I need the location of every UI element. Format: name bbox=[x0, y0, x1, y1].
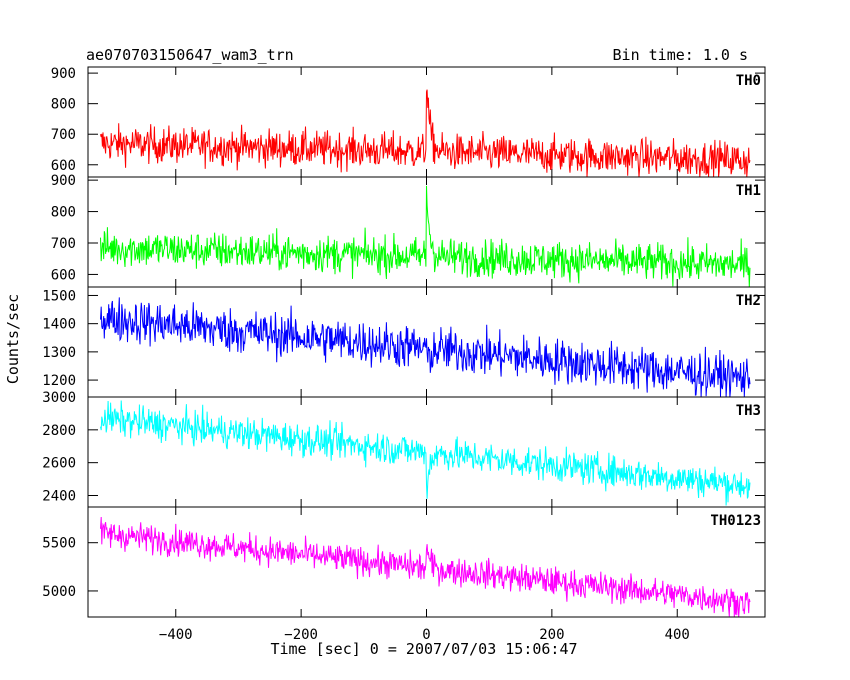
y-tick-label: 1200 bbox=[42, 373, 76, 389]
x-tick-label: 0 bbox=[422, 627, 430, 643]
y-tick-label: 700 bbox=[51, 236, 76, 252]
series-line-th3 bbox=[100, 400, 751, 506]
y-tick-label: 1400 bbox=[42, 317, 76, 333]
y-tick-label: 5000 bbox=[42, 584, 76, 600]
y-tick-label: 3000 bbox=[42, 390, 76, 406]
y-tick-label: 2800 bbox=[42, 423, 76, 439]
y-tick-label: 800 bbox=[51, 97, 76, 113]
panel-label-th1: TH1 bbox=[736, 183, 761, 199]
bin-time-label: Bin time: 1.0 s bbox=[613, 46, 748, 64]
y-tick-label: 800 bbox=[51, 205, 76, 221]
y-tick-label: 1300 bbox=[42, 345, 76, 361]
x-tick-label: 200 bbox=[539, 627, 564, 643]
y-tick-label: 900 bbox=[51, 66, 76, 82]
x-tick-label: 400 bbox=[665, 627, 690, 643]
panels-group: 600 700 800 900 TH0 600 700 800 900 TH1 1200 1300 14… bbox=[42, 66, 766, 643]
y-tick-label: 600 bbox=[51, 158, 76, 174]
series-line-th0123 bbox=[100, 516, 751, 618]
panel-label-th0: TH0 bbox=[736, 73, 761, 89]
series-line-th2 bbox=[100, 297, 751, 398]
x-tick-label: −200 bbox=[284, 627, 318, 643]
y-axis-label: Counts/sec bbox=[4, 294, 22, 384]
y-tick-label: 900 bbox=[51, 173, 76, 189]
chart-title: ae070703150647_wam3_trn bbox=[86, 46, 294, 64]
y-tick-label: 2600 bbox=[42, 456, 76, 472]
y-tick-label: 600 bbox=[51, 267, 76, 283]
y-tick-label: 2400 bbox=[42, 489, 76, 505]
x-tick-label: −400 bbox=[159, 627, 193, 643]
panel-label-th3: TH3 bbox=[736, 403, 761, 419]
series-line-th1 bbox=[100, 185, 751, 288]
y-tick-label: 700 bbox=[51, 127, 76, 143]
panel-label-th2: TH2 bbox=[736, 293, 761, 309]
panel-frame-th0123 bbox=[87, 506, 766, 618]
x-axis-label: Time [sec] 0 = 2007/07/03 15:06:47 bbox=[270, 640, 577, 658]
y-tick-label: 5500 bbox=[42, 536, 76, 552]
panel-label-th0123: TH0123 bbox=[710, 513, 761, 529]
y-tick-label: 1500 bbox=[42, 288, 76, 304]
series-line-th0 bbox=[100, 89, 751, 178]
